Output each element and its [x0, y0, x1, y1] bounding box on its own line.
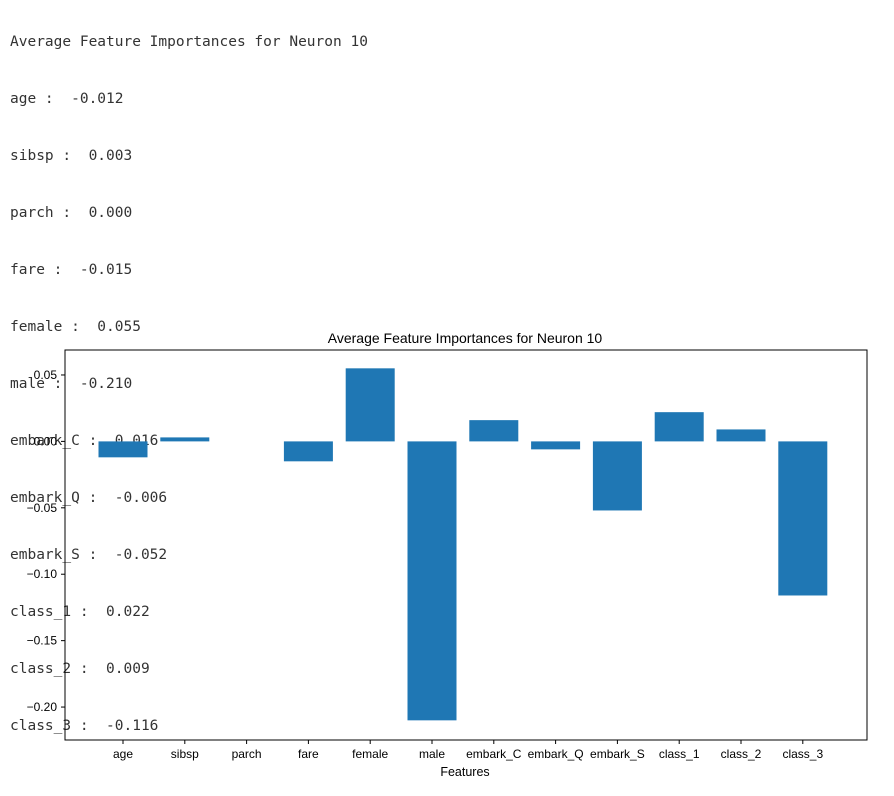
output-line-class-1: class_1 : 0.022	[10, 604, 150, 620]
y-tick-label: −0.20	[27, 700, 58, 714]
x-tick-label: class_1	[659, 747, 700, 761]
x-tick-label: male	[419, 747, 445, 761]
output-line-male: male : -0.210	[10, 376, 133, 392]
output-line-parch: parch : 0.000	[10, 205, 133, 221]
bar-class-1	[654, 412, 704, 442]
x-tick-label: class_2	[721, 747, 762, 761]
output-line-class-2: class_2 : 0.009	[10, 661, 150, 677]
x-tick-label: embark_C	[466, 747, 522, 761]
output-heading: Average Feature Importances for Neuron 1…	[10, 34, 368, 50]
x-tick-label: class_3	[782, 747, 823, 761]
x-tick-label: embark_S	[590, 747, 645, 761]
x-axis: age sibsp parch fare female male embark_C embar…	[113, 740, 823, 761]
bar-embark-c	[469, 420, 519, 442]
x-tick-label: embark_Q	[528, 747, 584, 761]
output-line-class-3: class_3 : -0.116	[10, 718, 159, 734]
y-axis: 0.05 0.00 −0.05 −0.10 −0.15 −0.20	[27, 368, 65, 714]
bar-age	[98, 441, 148, 458]
bar-embark-q	[531, 441, 581, 450]
bar-sibsp	[160, 437, 210, 442]
x-tick-label: fare	[298, 747, 319, 761]
bars-layer	[98, 368, 828, 721]
x-tick-label: age	[113, 747, 133, 761]
bar-class-3	[778, 441, 828, 596]
y-tick-label: 0.00	[34, 434, 58, 448]
bar-embark-s	[592, 441, 642, 511]
plot-frame	[64, 349, 868, 741]
y-tick-label: −0.10	[27, 567, 58, 581]
output-line-female: female : 0.055	[10, 319, 141, 335]
bar-male	[407, 441, 457, 721]
x-tick-label: parch	[232, 747, 262, 761]
y-tick-label: 0.05	[34, 368, 58, 382]
bar-female	[345, 368, 395, 442]
cell-output-text: Average Feature Importances for Neuron 1…	[10, 0, 368, 757]
bar-fare	[283, 441, 333, 462]
x-tick-label: sibsp	[171, 747, 199, 761]
output-line-age: age : -0.012	[10, 91, 124, 107]
y-tick-label: −0.05	[27, 501, 58, 515]
bar-class-2	[716, 429, 766, 442]
chart-title: Average Feature Importances for Neuron 1…	[328, 330, 603, 346]
output-line-sibsp: sibsp : 0.003	[10, 148, 133, 164]
output-line-embark-q: embark_Q : -0.006	[10, 490, 168, 506]
output-line-embark-s: embark_S : -0.052	[10, 547, 168, 563]
output-line-fare: fare : -0.015	[10, 262, 133, 278]
y-tick-label: −0.15	[27, 634, 58, 648]
x-tick-label: female	[352, 747, 388, 761]
x-axis-label: Features	[440, 765, 489, 779]
